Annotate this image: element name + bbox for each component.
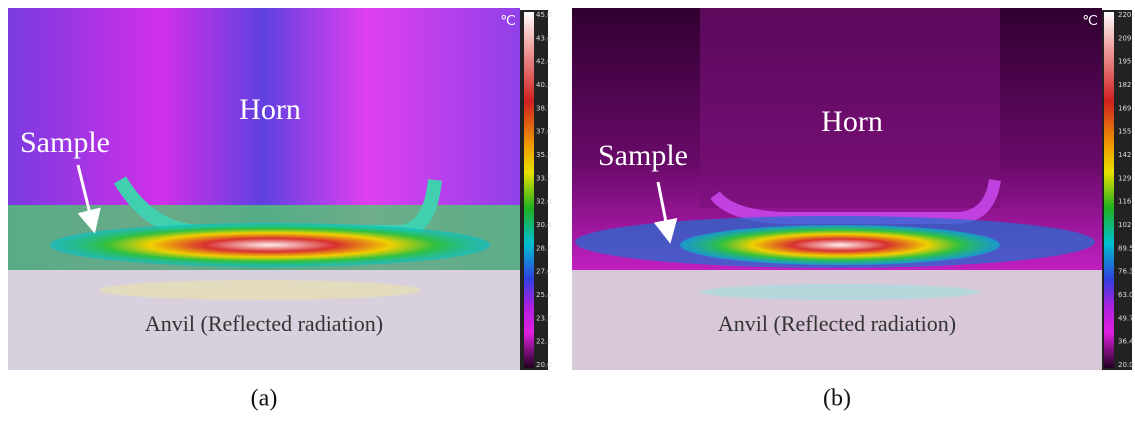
horn-label: Horn xyxy=(821,105,883,138)
scale-tick-label: 45.0 xyxy=(536,11,552,19)
scale-tick-label: 220.0 xyxy=(1118,11,1135,19)
sample-label: Sample xyxy=(20,126,110,159)
scale-tick-label: 30.4 xyxy=(536,221,552,229)
scale-tick-label: 36.4 xyxy=(1118,338,1134,346)
figure: Horn Sample Anvil (Reflected radiation) ℃ (a… xyxy=(0,0,1135,416)
scale-tick-label: 35.3 xyxy=(536,151,552,159)
scale-tick-label: 43.6 xyxy=(536,34,552,42)
scale-tick-label: 169.2 xyxy=(1118,104,1135,112)
scale-tick-label: 142.7 xyxy=(1118,151,1135,159)
scale-tick-label: 63.0 xyxy=(1118,291,1134,299)
scale-tick-label: 129.4 xyxy=(1118,174,1135,182)
scale-tick-label: 32.0 xyxy=(536,198,552,206)
scale-tick-label: 27.0 xyxy=(536,268,552,276)
scale-tick-label: 42.0 xyxy=(536,58,552,66)
anvil-label: Anvil (Reflected radiation) xyxy=(145,311,383,336)
scale-tick-label: 22.1 xyxy=(536,338,552,346)
scale-tick-label: 89.5 xyxy=(1118,244,1134,252)
scale-tick-label: 20.0 xyxy=(536,361,552,369)
scale-tick-label: 33.7 xyxy=(536,174,552,182)
scale-tick-label: 37.0 xyxy=(536,128,552,136)
sample-label: Sample xyxy=(598,139,688,172)
scale-tick-label: 25.4 xyxy=(536,291,552,299)
scale-tick-label: 28.7 xyxy=(536,244,552,252)
scale-tick-label: 116.1 xyxy=(1118,198,1135,206)
caption: (b) xyxy=(823,386,851,412)
scale-tick-label: 20.0 xyxy=(1118,361,1134,369)
unit-label: ℃ xyxy=(500,14,516,29)
unit-label: ℃ xyxy=(1082,14,1098,29)
scale-tick-label: 49.7 xyxy=(1118,314,1134,322)
caption: (a) xyxy=(251,386,278,412)
scale-tick-label: 102.8 xyxy=(1118,221,1135,229)
anvil-label: Anvil (Reflected radiation) xyxy=(718,311,956,336)
scale-tick-label: 40.3 xyxy=(536,81,552,89)
scale-tick-label: 209.1 xyxy=(1118,34,1135,42)
horn-label: Horn xyxy=(239,93,301,126)
scale-tick-label: 38.7 xyxy=(536,104,552,112)
scale-tick-label: 76.3 xyxy=(1118,268,1134,276)
scale-tick-label: 155.9 xyxy=(1118,128,1135,136)
scale-tick-label: 23.7 xyxy=(536,314,552,322)
scale-tick-label: 195.8 xyxy=(1118,58,1135,66)
scale-tick-label: 182.5 xyxy=(1118,81,1135,89)
